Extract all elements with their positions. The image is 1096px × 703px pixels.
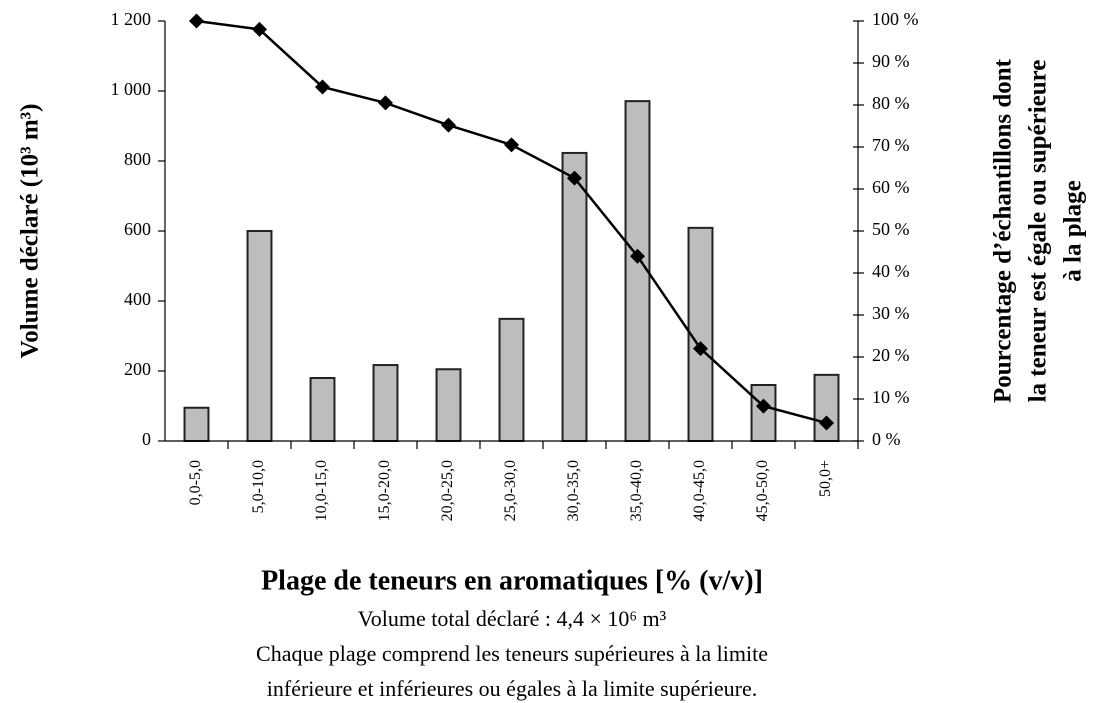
y-tick-label: 200 xyxy=(124,359,151,379)
y2-tick-label: 100 % xyxy=(872,9,919,29)
x-tick-label: 30,0-35,0 xyxy=(565,460,582,521)
y2-axis-label: Pourcentage d’échantillons dont xyxy=(990,58,1017,403)
bar xyxy=(246,230,273,442)
line-marker xyxy=(756,398,771,414)
y2-axis-label: la teneur est égale ou supérieure xyxy=(1025,60,1052,403)
x-tick-label: 5,0-10,0 xyxy=(250,460,267,513)
y2-tick-label: 70 % xyxy=(872,135,910,155)
y2-axis-label: à la plage xyxy=(1060,180,1087,281)
note: Volume total déclaré : 4,4 × 10⁶ m³ xyxy=(358,606,667,631)
line-marker xyxy=(819,415,834,431)
line-marker xyxy=(504,137,519,153)
y-tick-label: 0 xyxy=(142,429,151,449)
y2-tick-label: 40 % xyxy=(872,261,910,281)
bar xyxy=(498,317,525,443)
y2-tick-label: 30 % xyxy=(872,303,910,323)
bar xyxy=(372,364,399,442)
y-axis-label: Volume déclaré (10³ m³) xyxy=(17,104,44,359)
x-tick-label: 10,0-15,0 xyxy=(313,460,330,521)
bar xyxy=(183,406,210,442)
x-tick-label: 35,0-40,0 xyxy=(628,460,645,521)
bar xyxy=(309,377,336,442)
y-tick-label: 400 xyxy=(124,289,151,309)
y-tick-label: 600 xyxy=(124,219,151,239)
bar xyxy=(561,151,588,442)
x-tick-label: 40,0-45,0 xyxy=(691,460,708,521)
line-marker xyxy=(693,341,708,357)
note: Chaque plage comprend les teneurs supéri… xyxy=(256,641,768,666)
y2-tick-label: 10 % xyxy=(872,387,910,407)
x-tick-label: 50,0+ xyxy=(817,460,834,497)
x-tick-label: 20,0-25,0 xyxy=(439,460,456,521)
line-marker xyxy=(315,79,330,95)
bar xyxy=(435,368,462,442)
line-marker xyxy=(630,248,645,264)
y-tick-label: 1 000 xyxy=(111,79,152,99)
line-marker xyxy=(252,21,267,37)
line-marker xyxy=(378,95,393,111)
line-marker xyxy=(189,13,204,29)
note: inférieure et inférieures ou égales à la… xyxy=(267,676,758,701)
x-tick-label: 0,0-5,0 xyxy=(187,460,204,505)
y-tick-label: 1 200 xyxy=(111,9,152,29)
y2-tick-label: 0 % xyxy=(872,429,901,449)
bar xyxy=(624,100,651,443)
x-tick-label: 15,0-20,0 xyxy=(376,460,393,521)
y2-tick-label: 90 % xyxy=(872,51,910,71)
y2-tick-label: 60 % xyxy=(872,177,910,197)
y2-tick-label: 20 % xyxy=(872,345,910,365)
line-marker xyxy=(567,170,582,186)
x-tick-label: 45,0-50,0 xyxy=(754,460,771,521)
bar xyxy=(813,373,840,443)
x-axis-label: Plage de teneurs en aromatiques [% (v/v)… xyxy=(261,565,763,596)
y2-tick-label: 80 % xyxy=(872,93,910,113)
y2-tick-label: 50 % xyxy=(872,219,910,239)
x-tick-label: 25,0-30,0 xyxy=(502,460,519,521)
y-tick-label: 800 xyxy=(124,149,151,169)
line-marker xyxy=(441,117,456,133)
